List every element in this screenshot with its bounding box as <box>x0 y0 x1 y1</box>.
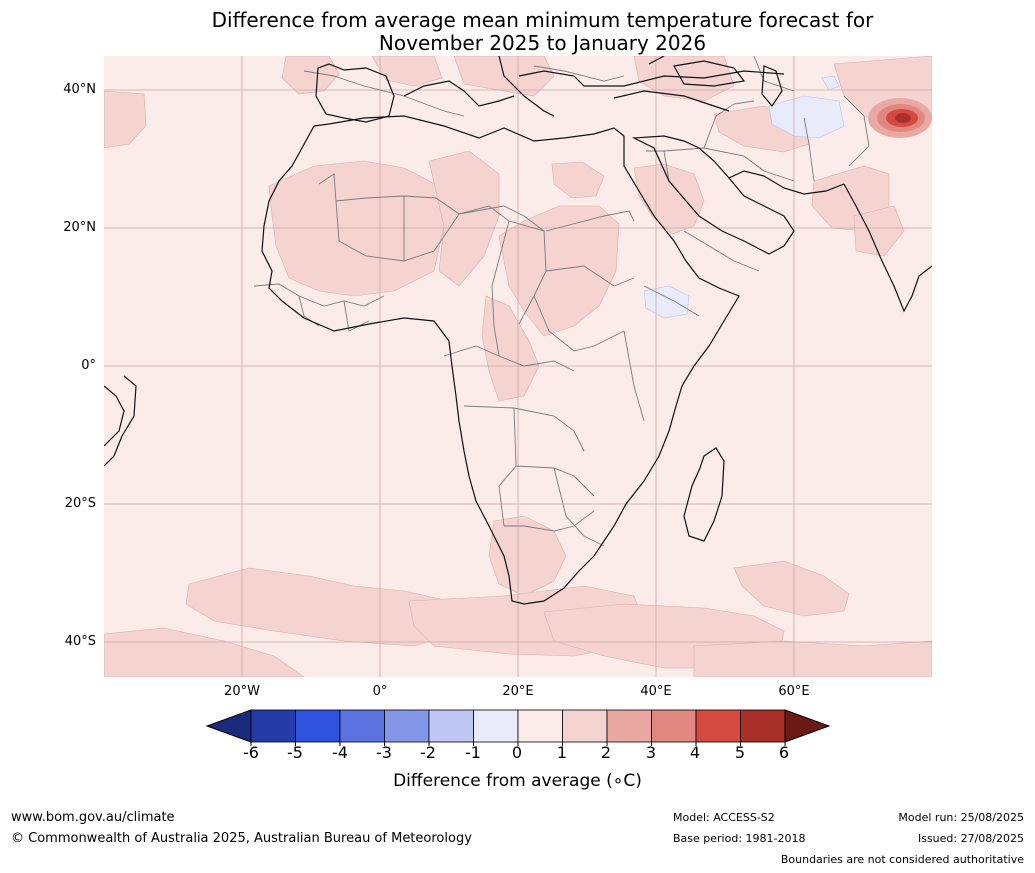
colorbar-segment <box>339 709 385 743</box>
hotspot-himalaya <box>868 98 932 138</box>
footer-website: www.bom.gov.au/climate <box>11 810 175 825</box>
footer-model-run: Model run: 25/08/2025 <box>898 811 1024 824</box>
colorbar-tick-label: 0 <box>511 743 523 762</box>
footer-base-period: Base period: 1981-2018 <box>673 832 806 845</box>
anomaly-map <box>104 56 932 677</box>
colorbar-segment <box>740 709 786 743</box>
lon-label-0: 0° <box>372 684 388 699</box>
coastlines <box>104 56 932 605</box>
colorbar-segment <box>384 709 430 743</box>
footer-model: Model: ACCESS-S2 <box>673 811 775 824</box>
colorbar-arrow-low <box>205 709 252 743</box>
colorbar-tick-label: -4 <box>332 743 348 762</box>
colorbar-tick-label: -2 <box>420 743 436 762</box>
footer-disclaimer: Boundaries are not considered authoritat… <box>780 853 1024 866</box>
colorbar-tick-label: 2 <box>600 743 612 762</box>
colorbar-tick-label: -6 <box>243 743 259 762</box>
colorbar-segment <box>606 709 652 743</box>
colorbar-segment <box>562 709 608 743</box>
colorbar-label: Difference from average (∘C) <box>393 771 642 791</box>
graticule <box>104 56 932 677</box>
colorbar-tick-label: -3 <box>376 743 392 762</box>
lat-label-40s: 40°S <box>64 634 96 649</box>
map-svg <box>104 56 932 677</box>
colorbar <box>205 709 831 746</box>
colorbar-segment <box>695 709 741 743</box>
colorbar-tick-label: 1 <box>556 743 568 762</box>
map-title-line-1: Difference from average mean minimum tem… <box>211 8 874 32</box>
country-borders <box>253 56 870 547</box>
colorbar-tick-label: 4 <box>689 743 701 762</box>
colorbar-tick-label: -1 <box>465 743 481 762</box>
footer-issued: Issued: 27/08/2025 <box>917 832 1024 845</box>
lat-label-40n: 40°N <box>63 82 96 97</box>
colorbar-segment <box>651 709 697 743</box>
colorbar-segment <box>250 709 296 743</box>
colorbar-tick-label: 5 <box>734 743 746 762</box>
map-title: Difference from average mean minimum tem… <box>0 9 1035 55</box>
colorbar-tick-label: 3 <box>645 743 657 762</box>
colorbar-segments <box>205 709 831 746</box>
colorbar-tick-label: -5 <box>287 743 303 762</box>
colorbar-arrow-high <box>784 709 831 743</box>
lon-label-20w: 20°W <box>224 684 260 699</box>
lon-label-60e: 60°E <box>778 684 810 699</box>
lat-label-20s: 20°S <box>64 496 96 511</box>
lat-label-0: 0° <box>81 358 96 373</box>
colorbar-tick-label: 6 <box>778 743 790 762</box>
colorbar-segment <box>517 709 563 743</box>
map-title-line-2: November 2025 to January 2026 <box>378 31 707 55</box>
lat-label-20n: 20°N <box>63 220 96 235</box>
colorbar-segment <box>428 709 474 743</box>
footer-copyright: © Commonwealth of Australia 2025, Austra… <box>11 831 472 846</box>
lon-label-40e: 40°E <box>640 684 672 699</box>
lon-label-20e: 20°E <box>502 684 534 699</box>
colorbar-segment <box>473 709 519 743</box>
colorbar-segment <box>295 709 341 743</box>
negative-anomaly-shading <box>643 75 845 319</box>
